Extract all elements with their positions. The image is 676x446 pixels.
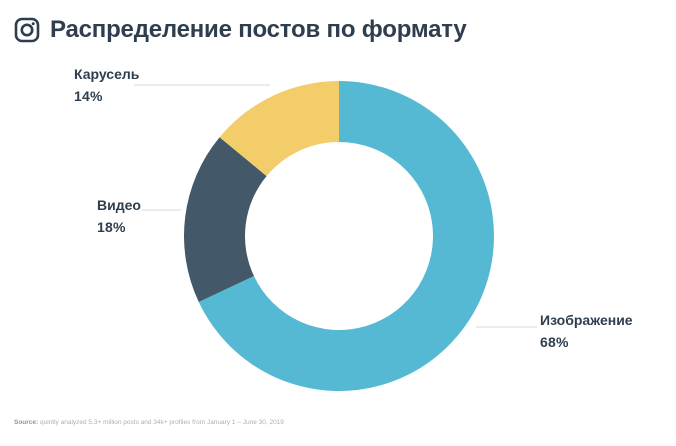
label-image: Изображение 68% [540, 309, 633, 353]
slice-carousel [219, 81, 339, 177]
chart-title: Распределение постов по формату [50, 16, 467, 43]
source-note: Source: quintly analyzed 5.3+ million po… [14, 419, 284, 426]
slice-video [184, 137, 267, 302]
label-carousel-name: Карусель [74, 66, 140, 82]
label-carousel-value: 14% [74, 88, 103, 104]
source-key: Source: [14, 419, 39, 426]
label-video-name: Видео [97, 197, 141, 213]
label-image-name: Изображение [540, 312, 633, 328]
source-text: quintly analyzed 5.3+ million posts and … [40, 419, 284, 426]
label-video-value: 18% [97, 219, 126, 235]
label-carousel: Карусель 14% [74, 63, 139, 107]
slice-image [198, 81, 495, 391]
label-image-value: 68% [540, 334, 569, 350]
label-video: Видео 18% [97, 194, 141, 238]
instagram-icon [14, 17, 40, 43]
chart-header: Распределение постов по формату [14, 14, 467, 46]
